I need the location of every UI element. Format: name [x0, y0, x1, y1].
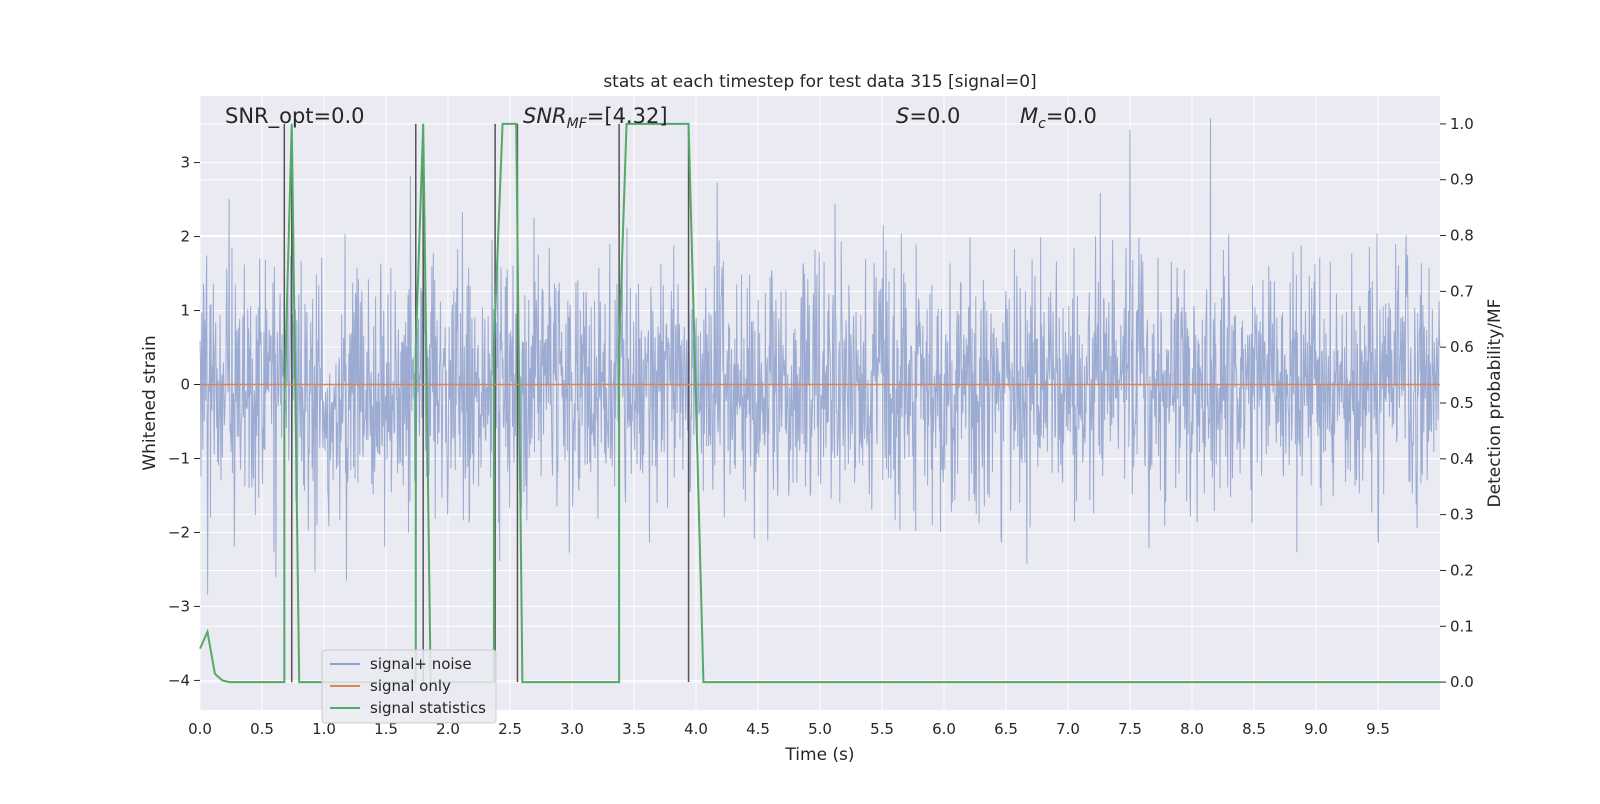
y-right-tick-label: 1.0 — [1450, 115, 1474, 133]
annotation-mc-sub: c — [1038, 116, 1046, 132]
x-tick-label: 4.0 — [684, 720, 708, 738]
x-tick-label: 6.5 — [994, 720, 1018, 738]
annotation-s: S=0.0 — [896, 104, 960, 128]
y-right-tick-label: 0.0 — [1450, 673, 1474, 691]
y-left-tick-label: 0 — [180, 376, 190, 394]
legend-label-signal-statistics: signal statistics — [370, 699, 486, 717]
legend-label-signal-noise: signal+ noise — [370, 655, 472, 673]
legend-box — [321, 649, 497, 724]
x-tick-label: 0.0 — [188, 720, 212, 738]
y-right-tick-label: 0.6 — [1450, 338, 1474, 356]
annotation-snr-opt: SNR_opt=0.0 — [225, 104, 365, 129]
annotation-mc-main: M — [1020, 104, 1038, 128]
x-tick-label: 1.5 — [374, 720, 398, 738]
y-right-tick-label: 0.4 — [1450, 450, 1474, 468]
annotation-snr-mf-value: =[4.32] — [587, 104, 668, 128]
y-left-tick-label: −1 — [168, 449, 190, 467]
y-right-tick-label: 0.7 — [1450, 282, 1474, 300]
annotation-snr-mf-sub: MF — [567, 116, 588, 132]
annotation-snr-mf: SNRMF=[4.32] — [523, 104, 668, 132]
y-left-tick-label: 2 — [180, 228, 190, 246]
y-right-tick-label: 0.8 — [1450, 227, 1474, 245]
x-tick-label: 7.0 — [1056, 720, 1080, 738]
x-axis-label: Time (s) — [784, 745, 854, 765]
x-tick-label: 3.5 — [622, 720, 646, 738]
tick-labels: 0.0 0.5 1.0 1.5 2.0 2.5 3.0 3.5 4.0 4.5 5.0 5.5 6.0 6… — [168, 115, 1474, 738]
annotation-s-value: =0.0 — [909, 104, 960, 128]
x-tick-label: 9.5 — [1366, 720, 1390, 738]
signal-noise-line — [199, 118, 1441, 595]
x-tick-label: 9.0 — [1304, 720, 1328, 738]
y-left-tick-label: −3 — [168, 597, 190, 615]
y-left-tick-label: 3 — [180, 154, 190, 172]
x-tick-label: 7.5 — [1118, 720, 1142, 738]
series-signal-statistics — [199, 122, 1440, 684]
y-right-tick-label: 0.5 — [1450, 394, 1474, 412]
y-left-tick-label: −2 — [168, 523, 190, 541]
y-right-tick-label: 0.9 — [1450, 171, 1474, 189]
x-tick-label: 5.0 — [808, 720, 832, 738]
y-right-tick-label: 0.2 — [1450, 561, 1474, 579]
x-tick-label: 8.5 — [1242, 720, 1266, 738]
x-tick-label: 1.0 — [312, 720, 336, 738]
annotation-snr-mf-main: SNR — [523, 104, 567, 128]
y-right-tick-label: 0.1 — [1450, 617, 1474, 635]
chart-title: stats at each timestep for test data 315… — [603, 72, 1036, 92]
series-signal-noise — [199, 118, 1441, 595]
legend-label-signal-only: signal only — [370, 677, 451, 695]
y-axis-label-right: Detection probability/MF — [1485, 299, 1505, 508]
x-tick-label: 2.0 — [436, 720, 460, 738]
x-tick-label: 4.5 — [746, 720, 770, 738]
y-left-tick-label: −4 — [168, 671, 190, 689]
y-left-tick-label: 1 — [180, 302, 190, 320]
x-tick-label: 2.5 — [498, 720, 522, 738]
signal-statistics-line — [199, 122, 1440, 684]
annotation-mc-value: =0.0 — [1046, 104, 1097, 128]
x-tick-label: 8.0 — [1180, 720, 1204, 738]
x-tick-label: 6.0 — [932, 720, 956, 738]
legend: signal+ noise signal only signal statist… — [321, 649, 497, 724]
annotation-s-main: S — [896, 104, 909, 128]
y-right-tick-label: 0.3 — [1450, 506, 1474, 524]
x-tick-label: 0.5 — [250, 720, 274, 738]
x-tick-label: 5.5 — [870, 720, 894, 738]
x-tick-label: 3.0 — [560, 720, 584, 738]
annotation-mc: Mc=0.0 — [1020, 104, 1097, 132]
y-axis-label-left: Whitened strain — [140, 335, 160, 470]
